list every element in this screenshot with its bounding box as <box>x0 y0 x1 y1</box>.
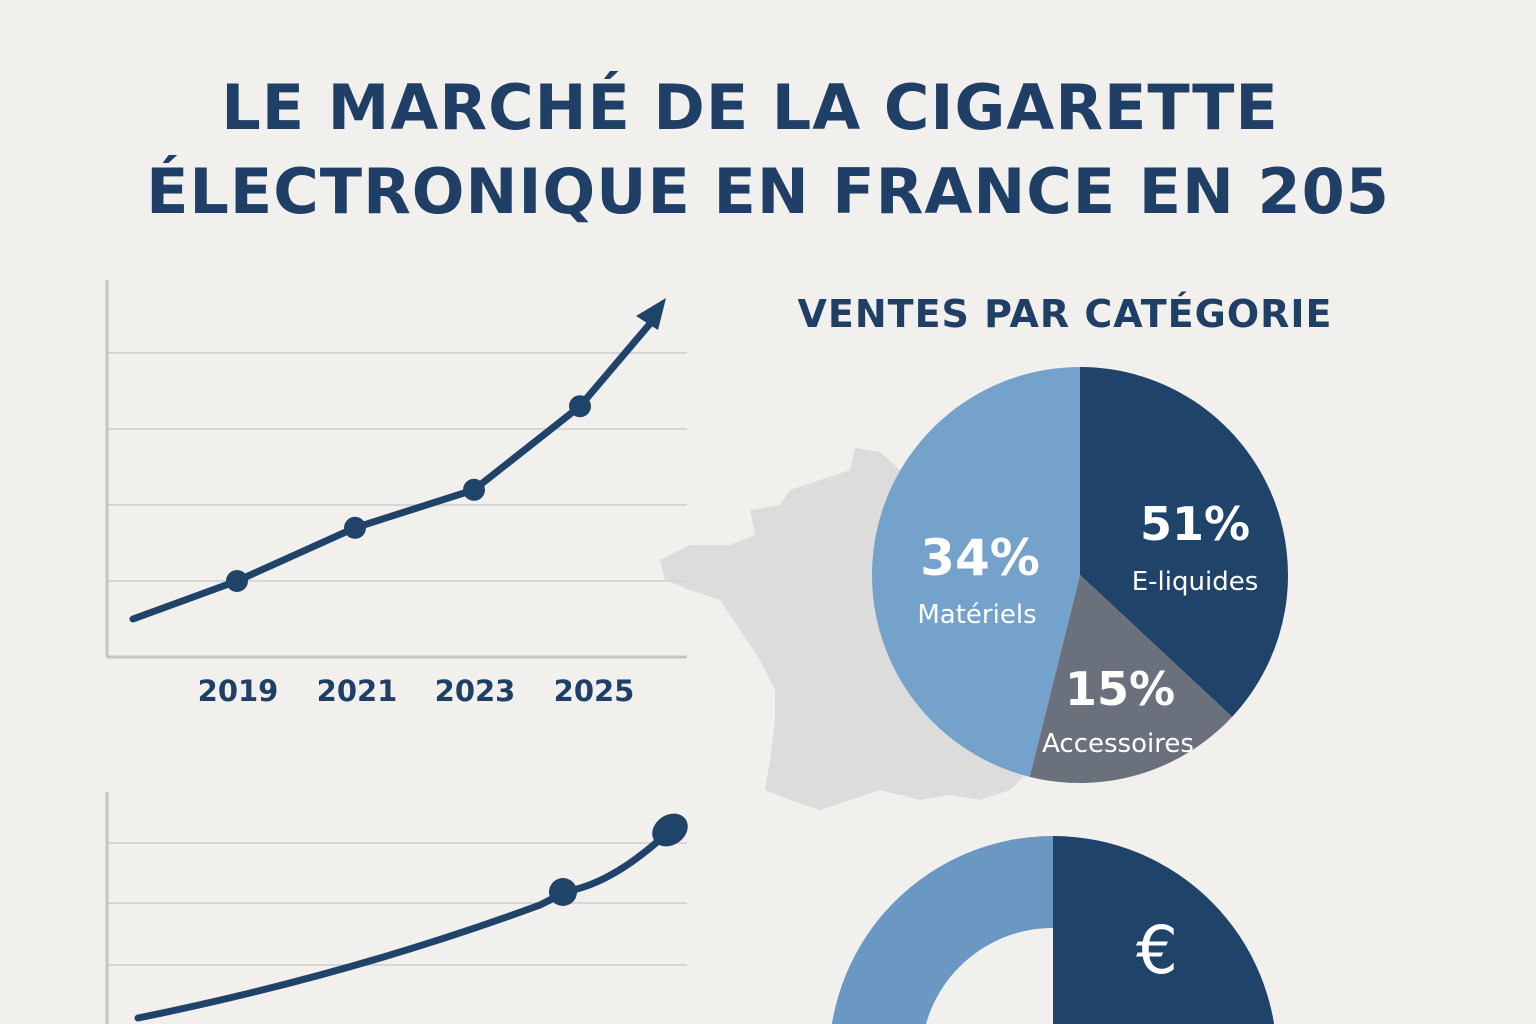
arrow-head-icon <box>636 298 666 330</box>
title-line-1: LE MARCHÉ DE LA CIGARETTE <box>221 71 1279 144</box>
pie-percent-label: 51% <box>1140 497 1250 551</box>
pie-category-label: Matériels <box>917 600 1036 630</box>
data-point <box>569 395 591 418</box>
pie-percent-label: 34% <box>920 529 1040 587</box>
data-point <box>226 570 248 592</box>
x-tick-label: 2019 <box>198 674 279 708</box>
trend-line <box>134 831 669 1022</box>
pie-slice-matériels <box>871 367 1080 777</box>
data-point <box>549 878 577 906</box>
data-point-end <box>652 813 688 847</box>
x-tick-label: 2021 <box>317 674 398 708</box>
data-point <box>344 516 366 539</box>
growth-line-chart: 2019 2021 2023 2025 <box>105 280 687 708</box>
donut-slice-light <box>831 836 1053 1024</box>
donut-slice-dark <box>1053 836 1275 1024</box>
x-tick-label: 2025 <box>554 674 635 708</box>
trend-line <box>129 314 659 623</box>
pie-slice-accessoires <box>1029 575 1233 784</box>
pie-percent-label: 15% <box>1065 662 1175 716</box>
x-tick-label: 2023 <box>435 674 516 708</box>
pie-slice-e-liquides <box>1080 367 1288 717</box>
pie-category-label: Accessoires <box>1042 729 1194 759</box>
pie-category-label: E-liquides <box>1132 567 1259 597</box>
pie-title: VENTES PAR CATÉGORIE <box>797 292 1333 336</box>
euro-icon: € <box>1136 912 1178 989</box>
secondary-line-chart <box>105 792 688 1024</box>
revenue-donut-chart: € <box>831 836 1275 1024</box>
title-line-2: ÉLECTRONIQUE EN FRANCE EN 205 <box>146 155 1390 228</box>
data-point <box>463 478 485 501</box>
category-pie-chart: 51% E-liquides 15% Accessoires 34% Matériels <box>871 367 1288 784</box>
